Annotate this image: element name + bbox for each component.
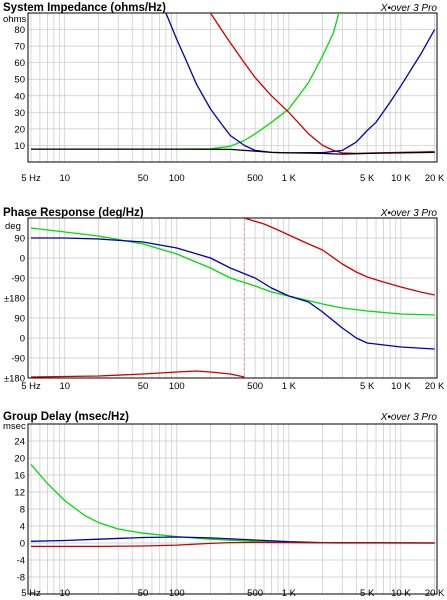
delay-plot: 24 20 16 12 8 4 0 -4 -8 5 Hz 10 50 100 500 1 K 5 K 10 K 2… <box>14 423 445 599</box>
impedance-y-tick-label: 30 <box>14 108 25 119</box>
phase-y-tick-label: ±180 <box>4 294 25 305</box>
phase-y-tick-label: ±180 <box>4 374 25 385</box>
phase-y-tick-label: 90 <box>14 234 25 245</box>
delay-x-tick-label: 10 K <box>391 588 411 599</box>
delay-x-tick-label: 100 <box>169 588 185 599</box>
impedance-y-tick-label: 60 <box>14 58 25 69</box>
delay-y-tick-label: 4 <box>20 522 25 533</box>
delay-x-tick-label: 500 <box>247 588 263 599</box>
impedance-title: System Impedance (ohms/Hz) <box>3 2 166 14</box>
phase-y-unit: deg <box>5 221 21 232</box>
phase-frame <box>27 217 438 379</box>
impedance-x-tick-label: 10 K <box>391 173 411 184</box>
delay-y-tick-label: 24 <box>14 437 25 448</box>
phase-series-line <box>30 370 245 378</box>
phase-x-tick-label: 5 Hz <box>21 381 41 392</box>
delay-x-tick-label: 5 Hz <box>21 588 41 599</box>
impedance-y-tick-label: 40 <box>14 91 25 102</box>
delay-y-tick-label: 16 <box>14 471 25 482</box>
delay-panel: Group Delay (msec/Hz) X•over 3 Pro msec … <box>3 411 445 599</box>
phase-x-tick-label: 100 <box>169 381 185 392</box>
impedance-y-tick-label: 80 <box>14 25 25 36</box>
phase-panel: Phase Response (deg/Hz) X•over 3 Pro deg… <box>3 207 445 392</box>
phase-x-tick-label: 5 K <box>360 381 375 392</box>
delay-x-tick-label: 10 <box>59 588 70 599</box>
phase-y-tick-label: 0 <box>20 334 25 345</box>
impedance-plot: 10 20 30 40 50 60 70 80 5 Hz 10 50 100 500 1 K 5 K 10 K… <box>14 12 445 184</box>
delay-title: Group Delay (msec/Hz) <box>3 411 129 423</box>
phase-plot: ±180 -90 0 90 ±180 -90 0 90 5 Hz 10 50 100 500 1 K 5 K… <box>4 217 445 392</box>
delay-y-unit: msec <box>3 421 26 432</box>
delay-x-tick-label: 20 K <box>425 588 445 599</box>
impedance-x-tick-label: 50 <box>138 173 149 184</box>
delay-y-tick-label: 8 <box>20 505 25 516</box>
impedance-series-line <box>31 148 435 155</box>
impedance-x-tick-label: 500 <box>247 173 263 184</box>
phase-series-line <box>30 227 435 316</box>
delay-x-tick-label: 50 <box>138 588 149 599</box>
delay-y-tick-label: -4 <box>17 556 25 567</box>
impedance-series-line <box>165 13 436 154</box>
impedance-panel: System Impedance (ohms/Hz) X•over 3 Pro … <box>3 2 445 184</box>
phase-title: Phase Response (deg/Hz) <box>3 207 144 219</box>
phase-x-tick-label: 500 <box>247 381 263 392</box>
delay-x-tick-label: 5 K <box>360 588 375 599</box>
impedance-brand: X•over 3 Pro <box>380 3 438 14</box>
phase-brand: X•over 3 Pro <box>380 208 438 219</box>
impedance-y-tick-label: 50 <box>14 75 25 86</box>
delay-brand: X•over 3 Pro <box>380 412 438 423</box>
impedance-x-tick-label: 20 K <box>425 173 445 184</box>
phase-series-line <box>244 218 435 296</box>
phase-y-tick-label: 90 <box>14 314 25 325</box>
phase-x-tick-label: 10 K <box>391 381 411 392</box>
phase-x-tick-label: 20 K <box>425 381 445 392</box>
phase-x-tick-label: 10 <box>59 381 70 392</box>
delay-y-tick-label: 12 <box>14 488 25 499</box>
impedance-x-tick-label: 5 Hz <box>21 173 41 184</box>
impedance-y-tick-label: 10 <box>14 141 25 152</box>
phase-y-tick-label: -90 <box>11 274 25 285</box>
delay-x-tick-label: 1 K <box>282 588 297 599</box>
impedance-frame <box>27 12 438 163</box>
phase-x-tick-label: 50 <box>138 381 149 392</box>
delay-series-line <box>30 463 435 544</box>
delay-y-tick-label: 20 <box>14 454 25 465</box>
impedance-x-tick-label: 100 <box>169 173 185 184</box>
impedance-y-unit: ohms <box>3 14 26 25</box>
delay-series-line <box>31 541 435 548</box>
impedance-x-tick-label: 10 <box>59 173 70 184</box>
phase-y-tick-label: 0 <box>20 254 25 265</box>
delay-y-tick-label: -8 <box>17 573 25 584</box>
phase-x-tick-label: 1 K <box>282 381 297 392</box>
impedance-x-tick-label: 5 K <box>360 173 375 184</box>
delay-frame <box>27 423 438 595</box>
impedance-x-tick-label: 1 K <box>282 173 297 184</box>
impedance-y-tick-label: 70 <box>14 42 25 53</box>
impedance-y-tick-label: 20 <box>14 124 25 135</box>
delay-y-tick-label: 0 <box>20 539 25 550</box>
phase-series-line <box>31 237 435 350</box>
phase-y-tick-label: -90 <box>11 354 25 365</box>
